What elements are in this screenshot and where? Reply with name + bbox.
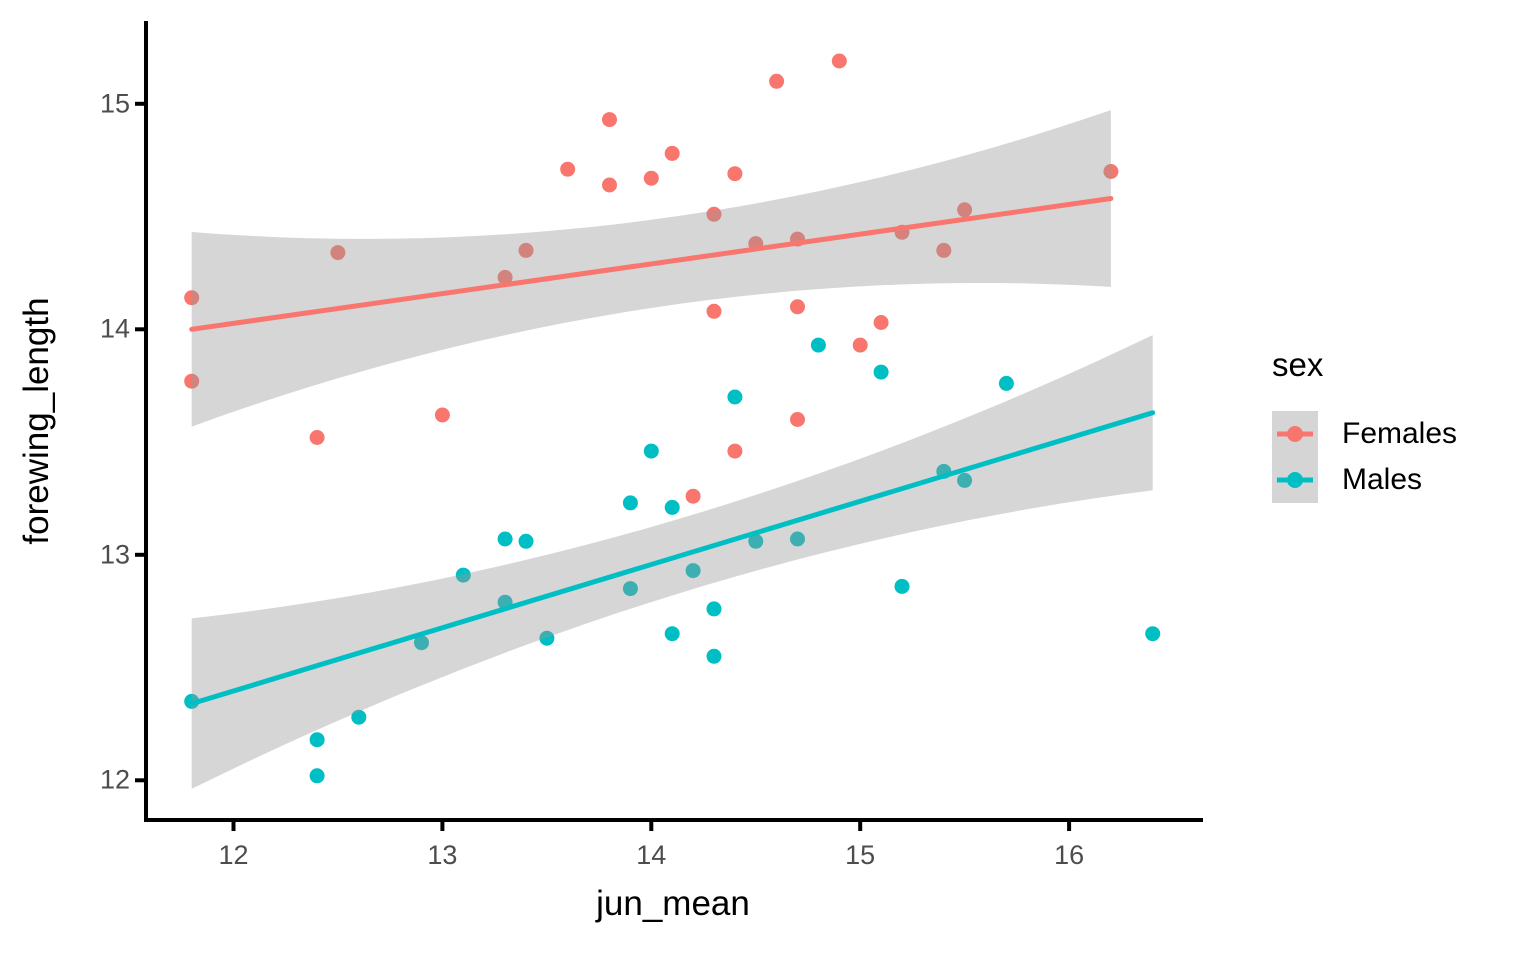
regression-line-males [189,410,1156,707]
x-tick-mark [440,822,445,831]
data-point-males [351,709,367,725]
y-tick-label-14: 14 [99,313,130,344]
x-tick-label-12: 12 [218,840,249,870]
x-tick-label-14: 14 [636,840,667,870]
data-point-females [706,206,722,222]
data-point-males [309,768,325,784]
data-point-males [894,578,910,594]
y-tick-label-13: 13 [99,539,130,570]
legend-title: sex [1272,346,1324,383]
data-point-females [602,177,617,193]
y-tick-label-15: 15 [99,88,130,119]
data-point-females [957,202,973,218]
data-point-males [518,533,534,549]
data-point-females [727,443,743,459]
data-point-females [560,161,576,177]
legend-label: Males [1342,463,1423,496]
legend-key-icon [1272,457,1318,503]
confidence-band-females [191,110,1111,427]
data-point-males [957,472,973,488]
data-point-females [936,242,952,258]
data-point-males [455,567,471,583]
legend-entry-males: Males [1272,457,1457,503]
y-tick-mark [135,327,144,332]
data-point-females [309,430,325,445]
y-tick-label-12: 12 [99,764,130,795]
x-axis-title: jun_mean [596,884,750,923]
legend-key-icon [1272,411,1318,457]
legend-key-dot [1287,472,1303,488]
data-point-females [831,53,847,69]
data-point-females [852,337,868,353]
data-point-males [685,563,701,579]
data-point-males [873,364,889,380]
data-point-females [790,412,805,427]
data-point-females [664,145,680,161]
legend: sex Females Males [1272,346,1457,503]
y-tick-mark [135,101,144,106]
data-point-females [873,315,889,330]
legend-entries: Females Males [1272,411,1457,503]
data-point-males [622,581,638,597]
data-point-females [643,170,659,186]
data-point-females [434,407,450,423]
x-axis-line [144,818,1203,822]
x-tick-mark [649,822,654,831]
data-point-females [790,299,805,315]
data-point-females [706,303,722,319]
data-point-females [685,488,701,504]
data-point-females [518,242,534,258]
data-point-males [810,337,826,353]
data-point-males [998,375,1014,391]
data-point-males [497,531,513,547]
data-point-males [414,635,429,651]
y-tick-mark [135,552,144,557]
confidence-band-males [191,335,1153,789]
data-point-males [706,648,722,664]
regression-line-females [189,196,1114,332]
x-tick-label-16: 16 [1054,840,1085,870]
data-point-males [748,533,764,549]
data-point-males [664,499,680,515]
data-point-females [497,269,513,285]
data-point-females [330,245,346,261]
legend-key-dot [1287,426,1303,442]
x-tick-label-13: 13 [427,840,458,870]
x-tick-label-15: 15 [845,840,876,870]
data-point-males [664,626,680,642]
x-tick-mark [1067,822,1072,831]
data-point-males [706,601,722,617]
data-point-females [184,290,200,306]
data-point-females [602,112,617,128]
data-point-females [1103,164,1119,179]
data-point-males [727,389,743,405]
data-point-males [790,531,805,547]
y-axis-line [144,21,148,822]
legend-entry-females: Females [1272,411,1457,457]
data-point-females [184,373,200,389]
x-tick-mark [858,822,863,831]
data-point-males [1145,626,1161,642]
data-point-females [727,166,743,182]
data-point-males [539,630,555,646]
legend-label: Females [1342,417,1458,450]
data-point-males [622,495,638,511]
data-point-males [643,443,659,459]
data-point-males [309,732,325,748]
y-tick-mark [135,778,144,783]
x-tick-mark [231,822,236,831]
y-axis-title: forewing_length [17,297,56,545]
data-point-females [769,73,785,89]
